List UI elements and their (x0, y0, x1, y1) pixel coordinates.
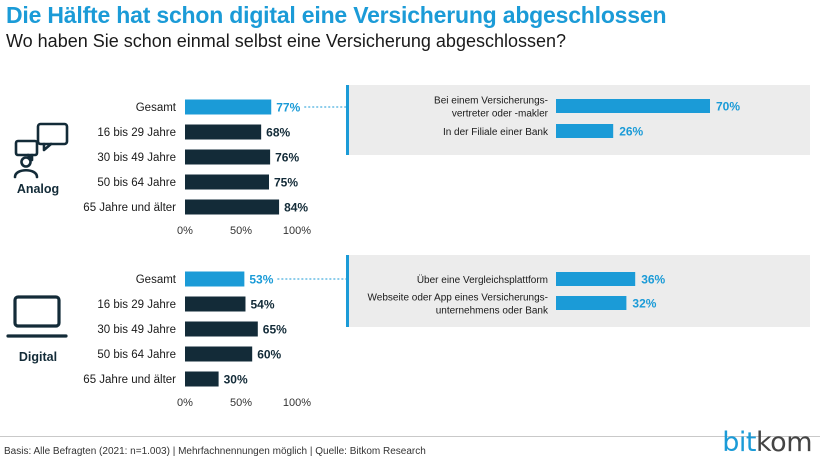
digital-value-label: 65% (263, 323, 287, 337)
digital-category-label: 30 bis 49 Jahre (97, 324, 176, 336)
analog-category-label: 30 bis 49 Jahre (97, 152, 176, 164)
footer-divider (0, 436, 820, 437)
analog-detail-category-label: Bei einem Versicherungs- (434, 96, 548, 107)
analog-bar (185, 199, 280, 215)
digital-detail-value-label: 36% (641, 273, 665, 287)
digital-value-label: 54% (250, 298, 274, 312)
analog-tick-label: 100% (283, 225, 311, 237)
analog-detail-bar (556, 124, 614, 138)
digital-tick-label: 50% (230, 397, 252, 409)
digital-detail-value-label: 32% (632, 297, 656, 311)
digital-category-label: 50 bis 64 Jahre (97, 349, 176, 361)
analog-bar (185, 149, 271, 165)
analog-category-label: 16 bis 29 Jahre (97, 127, 176, 139)
digital-bar (185, 271, 245, 287)
analog-detail-bar (556, 99, 710, 113)
digital-value-label: 53% (249, 273, 273, 287)
digital-tick-label: 100% (283, 397, 311, 409)
analog-bar (185, 124, 262, 140)
digital-category-label: Gesamt (136, 274, 177, 286)
group-label-analog: Analog (17, 182, 59, 196)
digital-bar (185, 321, 258, 337)
digital-detail-bar (556, 272, 636, 286)
digital-category-label: 16 bis 29 Jahre (97, 299, 176, 311)
analog-tick-label: 0% (177, 225, 193, 237)
laptop-icon (6, 295, 68, 338)
digital-value-label: 30% (224, 373, 248, 387)
digital-bar (185, 346, 253, 362)
digital-detail-category-label: Über eine Vergleichsplattform (417, 274, 548, 286)
chart-canvas: Analog Digital Gesamt 77% 16 bis 29 Jahre 6… (6, 85, 810, 409)
analog-tick-label: 50% (230, 225, 252, 237)
analog-detail-category-label: In der Filiale einer Bank (443, 127, 549, 138)
analog-category-label: 50 bis 64 Jahre (97, 177, 176, 189)
analog-detail-value-label: 70% (716, 100, 740, 114)
analog-value-label: 77% (276, 101, 300, 115)
analog-detail-value-label: 26% (619, 125, 643, 139)
chart-subtitle: Wo haben Sie schon einmal selbst eine Ve… (6, 31, 567, 51)
digital-detail-category-label: Webseite oder App eines Versicherungs- (368, 293, 548, 304)
digital-detail-category-label: unternehmens oder Bank (436, 306, 549, 317)
chart-title: Die Hälfte hat schon digital eine Versic… (6, 2, 667, 28)
digital-detail-panel (348, 255, 810, 327)
analog-detail-panel-accent (346, 85, 349, 155)
digital-bar (185, 371, 219, 387)
analog-value-label: 75% (274, 176, 298, 190)
analog-bar (185, 99, 272, 115)
analog-detail-panel (348, 85, 810, 155)
analog-value-label: 68% (266, 126, 290, 140)
digital-detail-panel-accent (346, 255, 349, 327)
group-label-digital: Digital (19, 350, 57, 364)
digital-category-label: 65 Jahre und älter (83, 374, 176, 386)
digital-detail-bar (556, 296, 627, 310)
analog-category-label: Gesamt (136, 102, 177, 114)
analog-bar (185, 174, 269, 190)
footer-source: Basis: Alle Befragten (2021: n=1.003) | … (4, 446, 426, 457)
digital-value-label: 60% (257, 348, 281, 362)
analog-value-label: 84% (284, 201, 308, 215)
analog-detail-category-label: vertreter oder -makler (452, 109, 549, 120)
analog-category-label: 65 Jahre und älter (83, 202, 176, 214)
digital-bar (185, 296, 246, 312)
speech-bubbles-person-icon (13, 122, 69, 179)
digital-tick-label: 0% (177, 397, 193, 409)
bitkom-logo: bitkom (722, 427, 812, 458)
analog-value-label: 76% (275, 151, 299, 165)
